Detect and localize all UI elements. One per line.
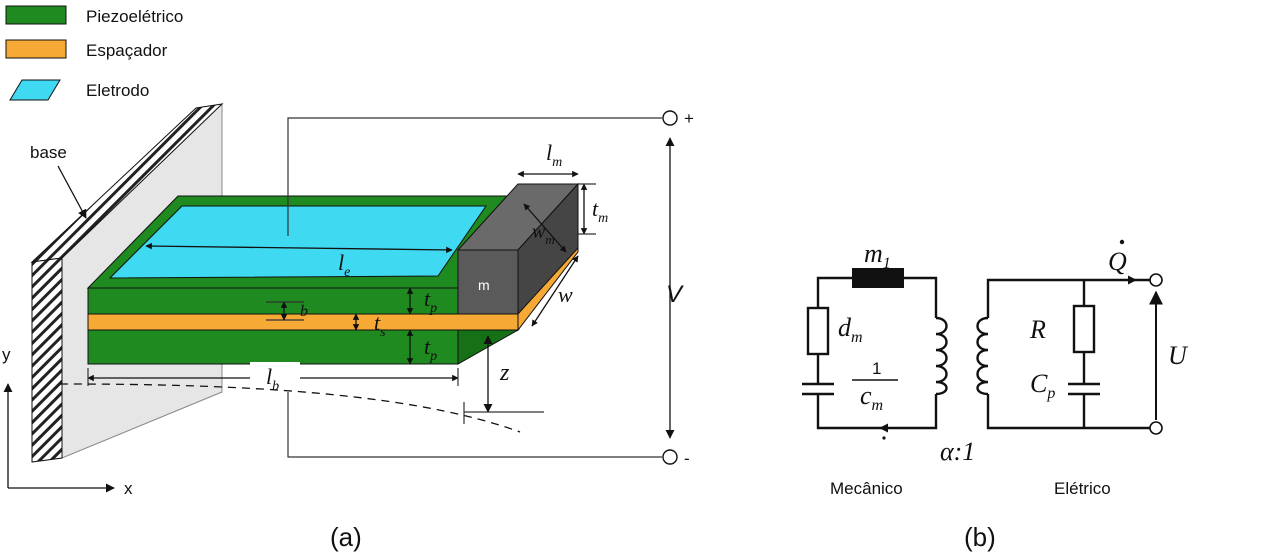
legend-swatch-piezo	[5, 5, 67, 25]
base-label: base	[30, 143, 67, 162]
legend: Piezoelétrico Espaçador Eletrodo	[5, 5, 183, 101]
voltage-label: V	[666, 281, 684, 308]
legend-swatch-electrode	[9, 79, 61, 101]
ratio-label: α:1	[940, 437, 975, 466]
legend-label-electrode: Eletrodo	[86, 81, 149, 100]
m1-label: m1	[864, 239, 891, 272]
cantilever-beam	[86, 195, 579, 365]
le-label: le	[338, 250, 350, 280]
lm-label: lm	[546, 140, 562, 170]
U-label: U	[1168, 341, 1189, 370]
top-lead-wire	[287, 117, 662, 236]
mech-top-wire-left	[816, 276, 852, 308]
mechanical-circuit	[802, 268, 948, 440]
x-axis-label: x	[124, 479, 133, 498]
wm-dimension	[523, 203, 567, 253]
legend-label-spacer: Espaçador	[86, 41, 168, 60]
terminal-plus	[662, 110, 678, 126]
mech-dot	[882, 436, 886, 440]
electrode-area	[108, 205, 487, 279]
w-dimension	[531, 255, 579, 327]
mech-bottom-wire	[816, 394, 938, 430]
mech-coil	[935, 316, 948, 396]
ts-label: ts	[374, 310, 386, 340]
Q-dot	[1119, 239, 1125, 245]
dm-resistor	[806, 306, 830, 356]
legend-label-piezo: Piezoelétrico	[86, 7, 183, 26]
minus-sign: -	[684, 449, 690, 468]
plus-sign: +	[684, 109, 694, 128]
terminal-minus	[662, 449, 678, 465]
w-label: w	[558, 282, 573, 307]
elec-coil	[976, 316, 989, 396]
cm-label: cm	[860, 381, 883, 414]
y-axis-label: y	[2, 345, 11, 364]
base-pointer-arrow	[57, 165, 87, 219]
elec-label: Elétrico	[1054, 479, 1111, 498]
elec-bottom-wire	[986, 394, 1150, 430]
one-label: 1	[872, 359, 881, 378]
mech-top-wire-right	[904, 276, 938, 318]
tp-bottom-label: tp	[424, 334, 437, 364]
base-hatched-side	[31, 257, 63, 463]
mass-label: m	[478, 277, 490, 293]
out-terminal-bot	[1149, 421, 1163, 435]
piezo-bottom-layer	[87, 329, 459, 365]
Q-label: Q	[1108, 247, 1127, 276]
tp-top-label: tp	[424, 286, 437, 316]
lb-label: lb	[266, 364, 279, 394]
le-dimension	[145, 242, 453, 254]
R-label: R	[1029, 315, 1046, 344]
elec-top-wire	[986, 278, 1150, 318]
legend-swatch-spacer	[5, 39, 67, 59]
R-resistor	[1072, 304, 1096, 354]
mass-front	[457, 249, 519, 315]
dm-label: dm	[838, 313, 863, 346]
caption-b: (b)	[964, 522, 996, 552]
Cp-label: Cp	[1030, 369, 1055, 402]
deflection-curve	[59, 383, 521, 433]
z-label: z	[499, 360, 510, 386]
caption-a: (a)	[330, 522, 362, 552]
electrical-circuit	[976, 273, 1163, 435]
out-terminal-top	[1149, 273, 1163, 287]
bottom-lead-wire	[287, 364, 662, 458]
mech-label: Mecânico	[830, 479, 903, 498]
lb-label-bg	[250, 362, 300, 392]
tm-label: tm	[592, 196, 608, 226]
wm-label: wm	[532, 221, 555, 247]
m1-inductor-block	[852, 268, 904, 288]
b-label: b	[300, 303, 308, 320]
